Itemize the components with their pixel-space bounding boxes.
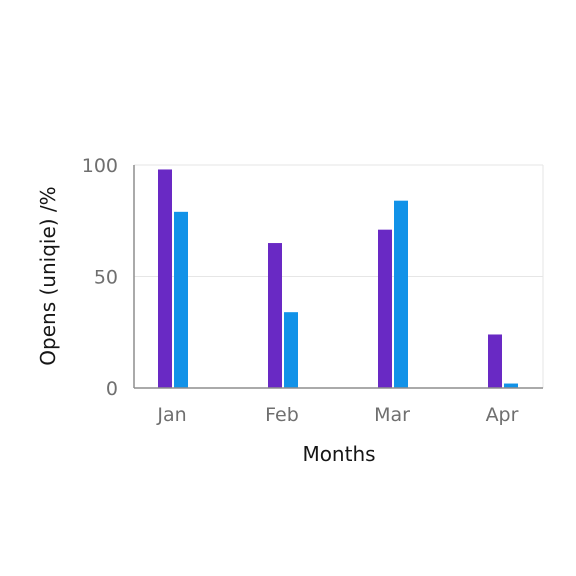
x-tick-labels: Jan Feb Mar Apr	[156, 404, 518, 426]
x-tick-label: Feb	[265, 404, 299, 426]
x-axis-title: Months	[302, 442, 375, 466]
bar-mar-series-2	[394, 200, 408, 388]
y-tick-label: 0	[106, 378, 118, 400]
bar-apr-series-1	[488, 334, 502, 388]
bars	[158, 169, 518, 388]
y-tick-labels: 0 50 100	[82, 155, 118, 400]
bar-apr-series-2	[504, 383, 518, 388]
grid	[134, 164, 544, 389]
y-axis-title: Opens (uniqie) /%	[36, 186, 60, 365]
bar-mar-series-1	[378, 229, 392, 388]
x-tick-label: Mar	[374, 404, 410, 426]
bar-feb-series-2	[284, 312, 298, 388]
x-tick-label: Jan	[156, 404, 186, 426]
bar-jan-series-1	[158, 169, 172, 388]
x-tick-label: Apr	[486, 404, 519, 426]
bar-jan-series-2	[174, 211, 188, 388]
y-tick-label: 50	[94, 267, 118, 289]
bar-feb-series-1	[268, 243, 282, 388]
y-tick-label: 100	[82, 155, 118, 177]
axes	[133, 165, 543, 389]
